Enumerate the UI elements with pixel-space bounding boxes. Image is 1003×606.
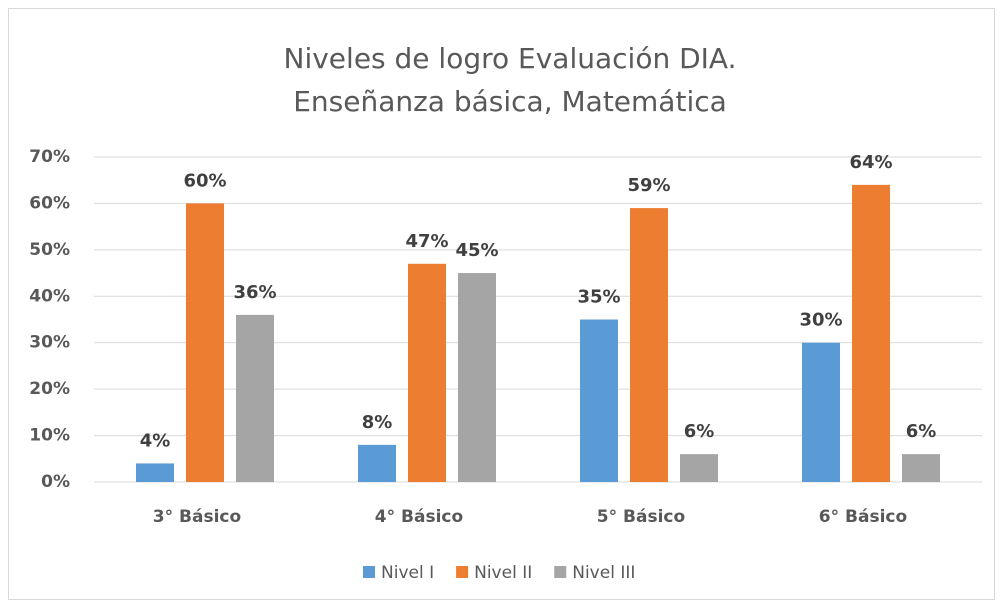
y-tick-label: 70%: [29, 147, 70, 167]
y-tick-label: 0%: [41, 472, 70, 492]
y-tick-label: 60%: [29, 193, 70, 213]
legend-label: Nivel II: [474, 563, 532, 583]
legend-swatch: [456, 566, 469, 578]
y-tick-label: 40%: [29, 286, 70, 306]
legend-label: Nivel III: [572, 563, 635, 583]
data-label: 30%: [799, 310, 842, 331]
data-label: 36%: [233, 282, 276, 303]
data-label: 35%: [577, 287, 620, 308]
x-tick-label: 6° Básico: [819, 507, 907, 527]
bar: [408, 263, 446, 482]
y-tick-label: 20%: [29, 379, 70, 399]
data-label: 6%: [684, 421, 715, 442]
bar: [680, 454, 718, 482]
bar: [186, 203, 224, 482]
chart-title: Enseñanza básica, Matemática: [293, 85, 727, 118]
bar: [236, 314, 274, 482]
legend-label: Nivel I: [381, 563, 434, 583]
bar: [852, 184, 890, 482]
data-label: 8%: [362, 412, 393, 433]
data-label: 4%: [140, 430, 171, 451]
bar: [902, 454, 940, 482]
data-label: 59%: [627, 175, 670, 196]
bar: [358, 444, 396, 482]
legend-swatch: [554, 566, 567, 578]
data-label: 6%: [906, 421, 937, 442]
data-label: 47%: [405, 231, 448, 252]
data-label: 60%: [183, 170, 226, 191]
chart-title: Niveles de logro Evaluación DIA.: [284, 42, 737, 75]
bar: [136, 463, 174, 482]
bar: [802, 342, 840, 482]
x-tick-label: 5° Básico: [597, 507, 685, 527]
y-tick-label: 10%: [29, 426, 70, 446]
bar: [580, 319, 618, 482]
legend-swatch: [363, 566, 375, 578]
y-tick-label: 30%: [29, 333, 70, 353]
y-tick-label: 50%: [29, 240, 70, 260]
bar: [458, 273, 496, 482]
data-label: 45%: [455, 240, 498, 261]
x-tick-label: 3° Básico: [153, 507, 241, 527]
chart-border: [8, 8, 995, 600]
bar: [630, 208, 668, 483]
x-tick-label: 4° Básico: [375, 507, 463, 527]
data-label: 64%: [849, 152, 892, 173]
